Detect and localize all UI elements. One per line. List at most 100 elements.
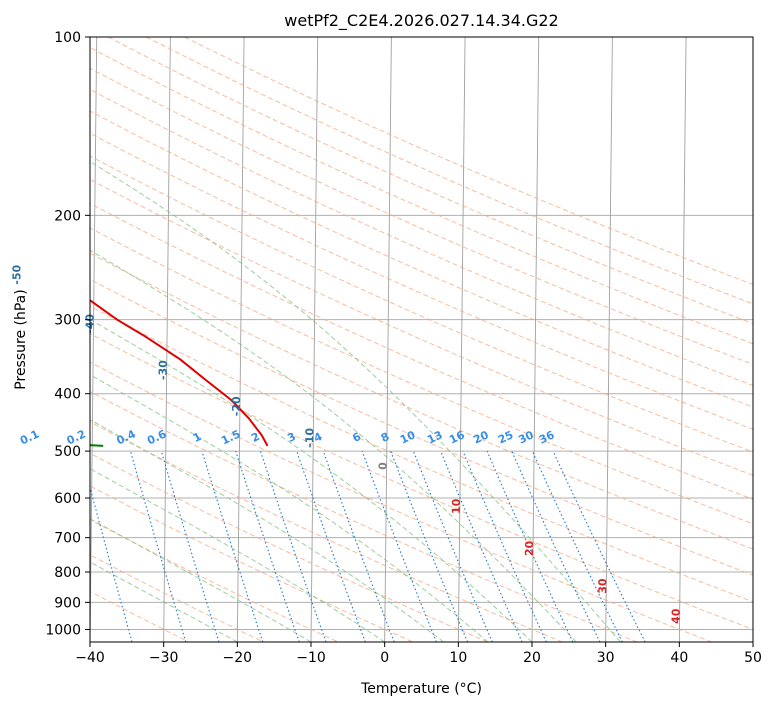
plot-series: [90, 299, 269, 447]
x-tick-label: −40: [75, 650, 105, 666]
y-tick-label: 1000: [45, 622, 81, 638]
dry-adiabat: [90, 485, 414, 642]
mixing-ratio-label: 10: [398, 428, 418, 446]
mixing-ratio-line: [462, 450, 547, 642]
mixing-ratio-label: 6: [351, 430, 364, 445]
dry-adiabat: [90, 88, 753, 387]
mixing-ratio-label: 0.6: [145, 427, 168, 447]
dry-adiabat: [108, 37, 753, 325]
y-tick-label: 500: [54, 444, 81, 460]
x-tick-label: 30: [597, 650, 615, 666]
x-tick-label: −10: [296, 650, 326, 666]
dry-adiabat: [184, 37, 753, 286]
mixing-ratio-label: 16: [447, 428, 467, 446]
y-axis-label: Pressure (hPa): [13, 289, 29, 389]
dry-adiabat: [90, 333, 753, 630]
dry-adiabat: [90, 67, 753, 365]
isotherm-label: 0: [377, 462, 390, 470]
isotherm-label: -50: [10, 264, 23, 284]
y-tick-label: 700: [54, 531, 81, 547]
moist-adiabat: [90, 419, 444, 642]
isotherm-line: [752, 601, 753, 642]
temperature-profile: [90, 299, 269, 447]
dry-adiabat: [90, 110, 753, 408]
mixing-ratio-label: 30: [516, 428, 536, 446]
x-tick-label: 0: [380, 650, 389, 666]
x-tick-label: 40: [670, 650, 688, 666]
mixing-ratio-label: 3: [285, 430, 297, 445]
mixing-ratio-line: [296, 450, 366, 642]
isotherm-line: [678, 37, 687, 642]
x-tick-label: −20: [223, 650, 253, 666]
dry-adiabat: [90, 305, 753, 603]
mixing-ratio-label: 0.4: [115, 427, 138, 447]
dry-adiabat: [90, 421, 563, 642]
isotherm-label: 40: [670, 608, 683, 624]
isotherm-line: [163, 37, 171, 642]
isotherm-label: 10: [450, 498, 463, 514]
mixing-ratio-label: 1: [191, 430, 203, 445]
mixing-ratio-line: [322, 450, 395, 642]
mixing-ratio-line: [201, 450, 264, 642]
mixing-ratio-line: [390, 450, 469, 642]
y-tick-label: 200: [54, 208, 81, 224]
mixing-ratio-line: [412, 450, 493, 642]
x-tick-label: 10: [449, 650, 467, 666]
moist-adiabat: [90, 161, 621, 642]
moist-adiabat: [90, 468, 385, 642]
mixing-ratio-label: 20: [471, 428, 491, 446]
isotherm-line: [605, 37, 613, 642]
y-tick-label: 800: [54, 565, 81, 581]
mixing-ratio-line: [552, 450, 646, 642]
isotherm-label: -10: [303, 428, 316, 448]
mixing-ratio-line: [90, 485, 133, 642]
mixing-ratio-line: [440, 450, 523, 642]
mixing-ratio-line: [129, 450, 187, 642]
dry-adiabat: [90, 361, 712, 642]
moist-adiabat: [90, 374, 489, 642]
dry-adiabat: [90, 278, 753, 576]
moist-adiabat: [90, 249, 577, 642]
y-tick-label: 600: [54, 491, 81, 507]
dry-adiabat: [90, 252, 753, 550]
plot-frame: [89, 36, 754, 643]
mixing-ratio-line: [361, 450, 437, 642]
isotherm-line: [457, 37, 466, 642]
x-tick-label: 20: [523, 650, 541, 666]
mixing-ratio-label: 25: [496, 428, 515, 446]
x-tick-label: −30: [149, 650, 179, 666]
dry-adiabat: [90, 202, 753, 500]
mixing-ratio-line: [235, 450, 300, 642]
isotherm-line: [90, 37, 98, 642]
dry-adiabat: [90, 227, 753, 525]
dry-adiabat: [90, 452, 488, 642]
moist-adiabat: [90, 518, 312, 642]
mixing-ratio-line: [160, 450, 220, 642]
isotherm-line: [236, 37, 245, 642]
isotherm-label: -30: [157, 360, 170, 380]
dry-adiabat: [90, 178, 753, 476]
mixing-ratio-label: 13: [425, 428, 444, 446]
x-axis-label: Temperature (°C): [360, 681, 482, 697]
isotherm-label: 30: [596, 578, 609, 594]
mixing-ratio-line: [259, 450, 327, 642]
isoline-labels: -100-90-80-70-60-50-40-30-20-10010203040…: [10, 264, 683, 624]
mixing-ratio-label: 1.5: [219, 427, 242, 447]
plot-grid: [0, 37, 753, 642]
y-tick-label: 100: [54, 30, 81, 46]
mixing-ratio-label: 8: [379, 430, 391, 445]
frost-point-curve: [0, 37, 71, 642]
dry-adiabat: [90, 155, 753, 453]
dry-adiabat: [90, 519, 339, 642]
dry-adiabat: [90, 554, 264, 642]
chart-title: wetPf2_C2E4.2026.027.14.34.G22: [284, 11, 558, 31]
isotherm-line: [384, 37, 392, 642]
dry-adiabat: [90, 390, 638, 642]
mixing-ratio-label: 0.1: [18, 427, 41, 447]
mixing-ratio-label: 36: [537, 428, 557, 446]
dry-adiabat: [90, 46, 753, 345]
y-tick-label: 900: [54, 595, 81, 611]
moist-adiabat: [90, 561, 238, 642]
y-tick-label: 400: [54, 387, 81, 403]
